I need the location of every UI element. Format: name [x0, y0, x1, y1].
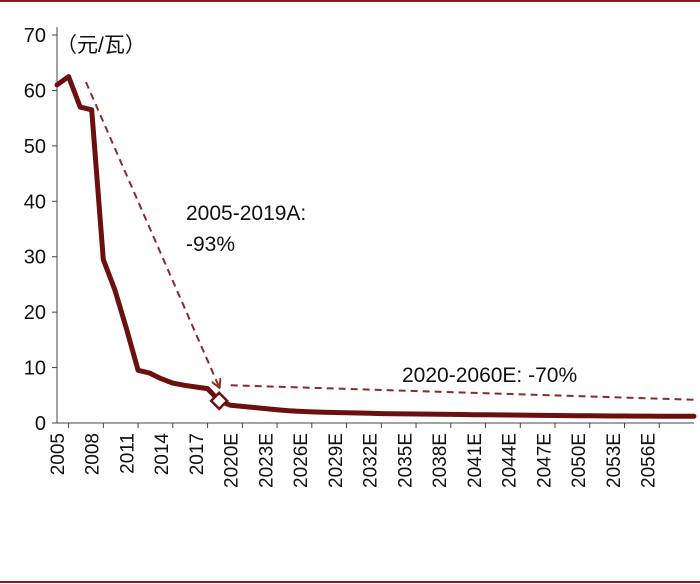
- annotation-forecast: 2020-2060E: -70%: [402, 364, 577, 387]
- x-tick-label: 2035E: [395, 433, 416, 488]
- x-tick-label: 2047E: [534, 433, 555, 488]
- trend-arrow-historical: [85, 81, 219, 387]
- trend-arrows: [85, 81, 695, 401]
- x-tick-label: 2056E: [639, 433, 660, 488]
- y-tick-label: 60: [24, 80, 46, 102]
- x-axis: 2005 2008 2011 2014 2017 2020E 2023E 2026E 2029E…: [48, 422, 694, 488]
- y-tick-label: 50: [24, 136, 46, 158]
- data-point-marker: [209, 391, 229, 411]
- series-layer: [54, 74, 697, 419]
- x-tick-label: 2005: [48, 433, 69, 475]
- x-tick-label: 2041E: [465, 433, 486, 488]
- x-tick-label: 2014: [152, 433, 173, 476]
- unit-label: （元/瓦）: [56, 34, 146, 57]
- y-tick-label: 30: [24, 247, 46, 269]
- x-tick-label: 2008: [83, 433, 104, 475]
- x-tick-label: 2026E: [291, 433, 312, 488]
- x-tick-label: 2044E: [500, 433, 521, 488]
- y-tick-label: 40: [24, 191, 46, 213]
- x-tick-label: 2011: [117, 433, 138, 474]
- trend-arrow-forecast: [230, 384, 695, 401]
- x-tick-label: 2032E: [361, 433, 382, 488]
- annotation-historical-line1: 2005-2019A:: [186, 202, 306, 225]
- x-tick-label: 2053E: [604, 433, 625, 488]
- y-tick-label: 20: [24, 302, 46, 324]
- y-tick-label: 10: [24, 358, 46, 380]
- x-tick-label: 2023E: [256, 433, 277, 488]
- x-tick-label: 2017: [187, 433, 208, 475]
- y-tick-label: 70: [24, 25, 46, 47]
- y-tick-label: 0: [35, 413, 46, 435]
- y-axis: 0 10 20 30 40 50 60 70: [24, 25, 58, 435]
- annotation-historical-line2: -93%: [186, 233, 235, 256]
- x-tick-label: 2029E: [326, 433, 347, 488]
- x-tick-label: 2038E: [430, 433, 451, 488]
- x-tick-label: 2050E: [569, 433, 590, 488]
- x-tick-label: 2020E: [222, 433, 243, 488]
- series-line: [54, 74, 697, 419]
